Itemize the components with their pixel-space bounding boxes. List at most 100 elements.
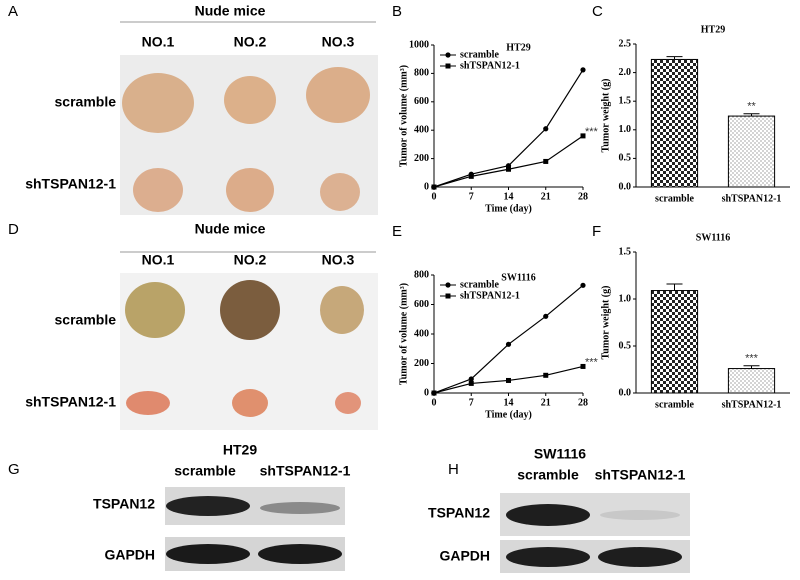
column-label: NO.1 (142, 252, 175, 268)
panel-letter: G (8, 461, 20, 478)
bar (727, 115, 776, 188)
x-tick-label: 0 (432, 191, 437, 202)
column-label: NO.3 (322, 34, 355, 50)
y-tick-label: 400 (414, 328, 429, 339)
y-tick-label: 0.0 (619, 181, 632, 192)
y-axis-label: Tumor of volume (mm³) (398, 65, 409, 167)
marker (543, 126, 549, 132)
panel-letter: C (592, 3, 603, 20)
x-tick-label: shTSPAN12-1 (722, 399, 782, 410)
row-label: GAPDH (104, 547, 155, 563)
marker (580, 133, 586, 139)
y-tick-label: 0.0 (619, 387, 632, 398)
annotation: *** (745, 353, 759, 365)
legend-label: scramble (460, 49, 499, 60)
column-label: NO.2 (234, 34, 267, 50)
marker (543, 158, 549, 164)
y-axis-label: Tumor weight (g) (600, 286, 611, 360)
chart-title: SW1116 (696, 232, 730, 243)
x-tick-label: 14 (504, 397, 514, 408)
x-tick-label: scramble (655, 193, 694, 204)
marker (468, 376, 474, 382)
x-axis-label: Time (day) (485, 203, 532, 214)
y-tick-label: 0.5 (619, 153, 632, 164)
row-label: TSPAN12 (428, 505, 490, 521)
marker (431, 184, 437, 190)
error-bar (666, 283, 683, 291)
error-bar (743, 365, 760, 369)
y-tick-label: 800 (414, 68, 429, 79)
x-axis-label: Time (day) (485, 409, 532, 420)
column-label: NO.1 (142, 34, 175, 50)
panel-letter: D (8, 221, 19, 238)
row-label: shTSPAN12-1 (25, 394, 116, 410)
x-tick-label: 14 (504, 191, 514, 202)
photo-d (120, 273, 378, 430)
x-tick-label: 7 (469, 191, 474, 202)
y-tick-label: 200 (414, 358, 429, 369)
y-tick-label: 0.5 (619, 340, 632, 351)
column-label: NO.3 (322, 252, 355, 268)
marker (506, 377, 511, 383)
row-label: scramble (55, 312, 117, 328)
error-bar (743, 113, 760, 117)
y-axis-label: Tumor weight (g) (600, 79, 611, 153)
annotation: *** (585, 126, 599, 138)
series-line (433, 284, 584, 394)
legend-marker (445, 63, 451, 69)
panel-letter: H (448, 461, 459, 478)
marker (580, 363, 586, 369)
y-tick-label: 1.5 (619, 246, 632, 257)
chart-title: SW1116 (501, 272, 535, 283)
x-tick-label: 28 (578, 397, 588, 408)
marker (580, 282, 586, 288)
x-tick-label: shTSPAN12-1 (722, 193, 782, 204)
marker (431, 390, 437, 396)
marker (468, 380, 474, 386)
panel-letter: F (592, 223, 601, 240)
panel-letter: A (8, 3, 18, 20)
legend-marker (445, 293, 451, 299)
lane-label: shTSPAN12-1 (595, 467, 686, 483)
y-tick-label: 600 (414, 96, 429, 107)
column-label: NO.2 (234, 252, 267, 268)
legend-label: shTSPAN12-1 (460, 60, 520, 71)
marker (505, 341, 512, 347)
row-label: TSPAN12 (93, 496, 155, 512)
y-tick-label: 800 (414, 269, 429, 280)
marker (543, 372, 549, 378)
y-tick-label: 200 (414, 153, 429, 164)
lane-label: shTSPAN12-1 (260, 463, 351, 479)
marker (506, 166, 511, 172)
legend-marker (445, 52, 451, 58)
error-bar (666, 56, 683, 60)
panel-title: Nude mice (195, 3, 266, 19)
y-tick-label: 0 (424, 387, 429, 398)
marker (543, 313, 549, 319)
y-tick-label: 600 (414, 299, 429, 310)
row-label: scramble (55, 94, 117, 110)
blot-h (500, 493, 690, 573)
y-axis-label: Tumor of volume (mm³) (398, 283, 409, 385)
x-tick-label: scramble (655, 399, 694, 410)
row-label: shTSPAN12-1 (25, 176, 116, 192)
y-tick-label: 0 (424, 181, 429, 192)
lane-label: scramble (174, 463, 236, 479)
chart-title: HT29 (701, 24, 725, 35)
y-tick-label: 400 (414, 124, 429, 135)
annotation: *** (585, 356, 599, 368)
legend-label: scramble (460, 279, 499, 290)
legend-marker (445, 282, 451, 288)
chart-title: HT29 (506, 42, 530, 53)
x-tick-label: 28 (578, 191, 588, 202)
blot-title: HT29 (223, 442, 257, 458)
y-tick-label: 1000 (409, 39, 429, 50)
panel-title: Nude mice (195, 221, 266, 237)
marker (468, 173, 474, 179)
legend-label: shTSPAN12-1 (460, 290, 520, 301)
annotation: ** (747, 101, 756, 113)
panel-letter: E (392, 223, 402, 240)
blot-g (165, 487, 345, 571)
bar (650, 290, 699, 394)
